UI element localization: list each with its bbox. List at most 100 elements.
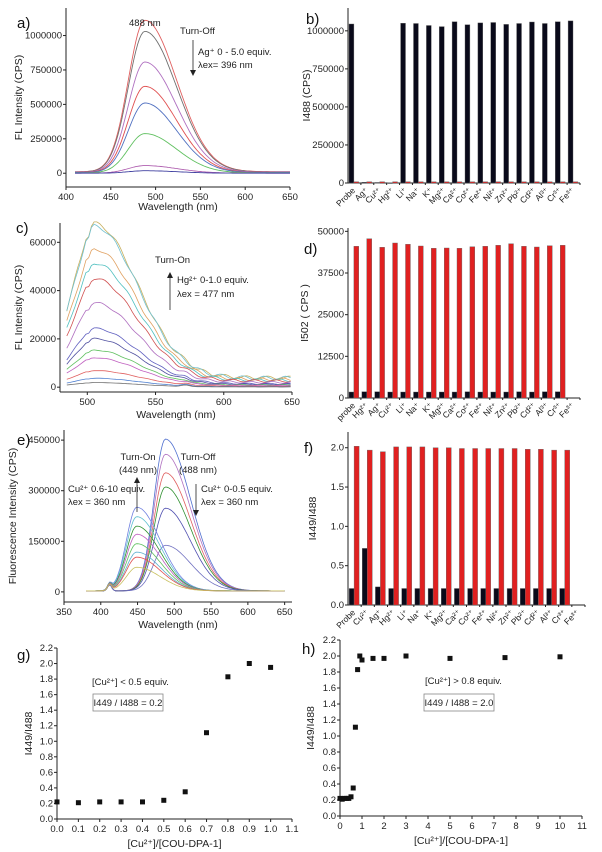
bar-metal-ion [464, 24, 471, 184]
y-axis-label: FL Intensity (CPS) [13, 55, 25, 140]
chart-a: 0 250000 500000 750000 1000000 400 450 500 550 60… [13, 8, 298, 213]
data-point [348, 794, 354, 800]
chart-e: 0 150000 300000 450000 350 400 450 500 550 600 650… [7, 430, 293, 631]
bar-metal-ion [361, 181, 367, 184]
bar-metal-ion-ag- [456, 181, 463, 184]
y-tick-label: 0.8 [40, 752, 53, 763]
y-tick-label: 0.4 [323, 779, 336, 790]
bar-metal-ion [374, 391, 380, 399]
y-tick-label: 2.0 [40, 659, 53, 670]
x-category-label: Hg²⁺ [376, 185, 396, 205]
x-category-label: Na⁺ [404, 185, 422, 203]
series-line [66, 357, 291, 387]
x-tick-label: 0.5 [157, 824, 170, 835]
y-tick-label: 0.6 [323, 763, 336, 774]
turn-on-excitation: λex = 360 nm [68, 497, 125, 508]
y-tick-label: 750000 [312, 64, 344, 75]
y-tick-label: 50000 [318, 226, 344, 237]
bar-metal-ion [529, 21, 535, 184]
panel-label: f) [304, 440, 313, 457]
bar-metal-ion [361, 391, 367, 399]
series-line [66, 278, 291, 383]
y-tick-label: 0.2 [40, 798, 53, 809]
bar-metal-ion [426, 25, 432, 184]
bar-metal-ion [454, 588, 460, 606]
data-point [161, 797, 167, 803]
series-line [75, 61, 290, 173]
data-point [557, 654, 563, 660]
panel-label: h) [302, 641, 315, 658]
x-tick-label: 2 [381, 821, 386, 832]
bar-metal-ion [400, 23, 406, 184]
bar-metal-ion [520, 588, 526, 606]
y-tick-label: 0.0 [323, 811, 336, 822]
data-point [97, 799, 103, 805]
y-tick-label: 1.5 [331, 482, 344, 493]
bar-metal-ion [477, 391, 483, 399]
chart-f: 0.00.51.01.52.0ProbeCu²⁺Ag⁺Hg²⁺Li⁺Na⁺K⁺M… [304, 432, 586, 630]
x-tick-label: 0.6 [179, 824, 192, 835]
bar-metal-ion [427, 588, 434, 606]
bar-metal-ion [414, 588, 421, 606]
chart-g: 0.0 0.2 0.4 0.6 0.8 1.0 1.2 1.4 1.6 1.8 2.0 2.2 0.0 0… [17, 643, 299, 850]
data-point [502, 655, 508, 661]
x-tick-label: 0.1 [72, 824, 85, 835]
y-axis-label: I502 ( CPS ) [299, 284, 311, 342]
y-tick-label: 0 [339, 178, 344, 189]
x-tick-label: 500 [166, 607, 182, 618]
y-tick-label: 1.8 [323, 667, 336, 678]
bar-metal-ion-ag- [353, 181, 359, 184]
reagent-label: Ag⁺ 0 - 5.0 equiv. [198, 47, 272, 58]
ratio-box [423, 693, 495, 712]
series-line [66, 382, 291, 388]
bar-metal-ion-cu2- [459, 448, 465, 606]
condition-label: [Cu²⁺] < 0.5 equiv. [92, 677, 169, 688]
x-category-label: Cu²⁺ [376, 400, 396, 420]
bar-metal-ion-hg2- [547, 245, 553, 399]
series-line [66, 327, 291, 385]
x-tick-label: 400 [58, 192, 74, 203]
y-tick-label: 1.6 [323, 683, 336, 694]
y-tick-label: 1.2 [323, 715, 336, 726]
turn-on-reagent: Cu²⁺ 0.6-10 equiv. [68, 484, 145, 495]
bar-metal-ion-ag- [572, 181, 579, 184]
bar-metal-ion [467, 588, 473, 606]
x-tick-label: 550 [192, 192, 208, 203]
bar-metal-ion-ag- [534, 181, 540, 184]
series-line [66, 223, 291, 381]
y-tick-label: 0 [57, 168, 62, 179]
y-tick-label: 60000 [30, 237, 56, 248]
x-tick-label: 0.4 [136, 824, 149, 835]
arrow-head-icon [167, 272, 173, 278]
x-tick-label: 350 [56, 607, 72, 618]
bar-metal-ion-cu2- [551, 449, 557, 606]
bar-metal-ion-cu2- [406, 446, 412, 606]
bar-metal-ion-cu2- [564, 449, 570, 606]
series-line [66, 370, 291, 387]
x-tick-label: 11 [577, 821, 587, 832]
panel-label: b) [306, 11, 319, 28]
bar-metal-ion [464, 391, 471, 399]
bar-metal-ion [387, 182, 393, 184]
series-line-turn-on [86, 506, 285, 592]
y-tick-label: 1.0 [40, 736, 53, 747]
x-category-label: Fe³⁺ [557, 400, 577, 420]
panel-label: e) [17, 432, 30, 449]
series-line [66, 221, 291, 381]
bar-metal-ion [400, 391, 406, 399]
y-axis-label: I449/I488 [305, 706, 317, 750]
arrow-head-icon [134, 477, 140, 483]
bar-metal-ion-hg2- [353, 246, 359, 399]
bar-metal-ion-cu2- [511, 448, 518, 606]
data-point [350, 785, 356, 791]
series-line-turn-off [86, 507, 285, 592]
x-tick-label: 600 [216, 397, 232, 408]
bar-metal-ion-ag- [431, 181, 437, 184]
x-category-label: Hg²⁺ [377, 607, 397, 627]
bar-metal-ion-ag- [405, 181, 411, 184]
y-axis-label: Fluorescence Intensity (CPS) [7, 448, 19, 585]
x-tick-label: 500 [148, 192, 164, 203]
bar-metal-ion [477, 22, 483, 184]
bar-metal-ion-cu2- [367, 449, 373, 606]
